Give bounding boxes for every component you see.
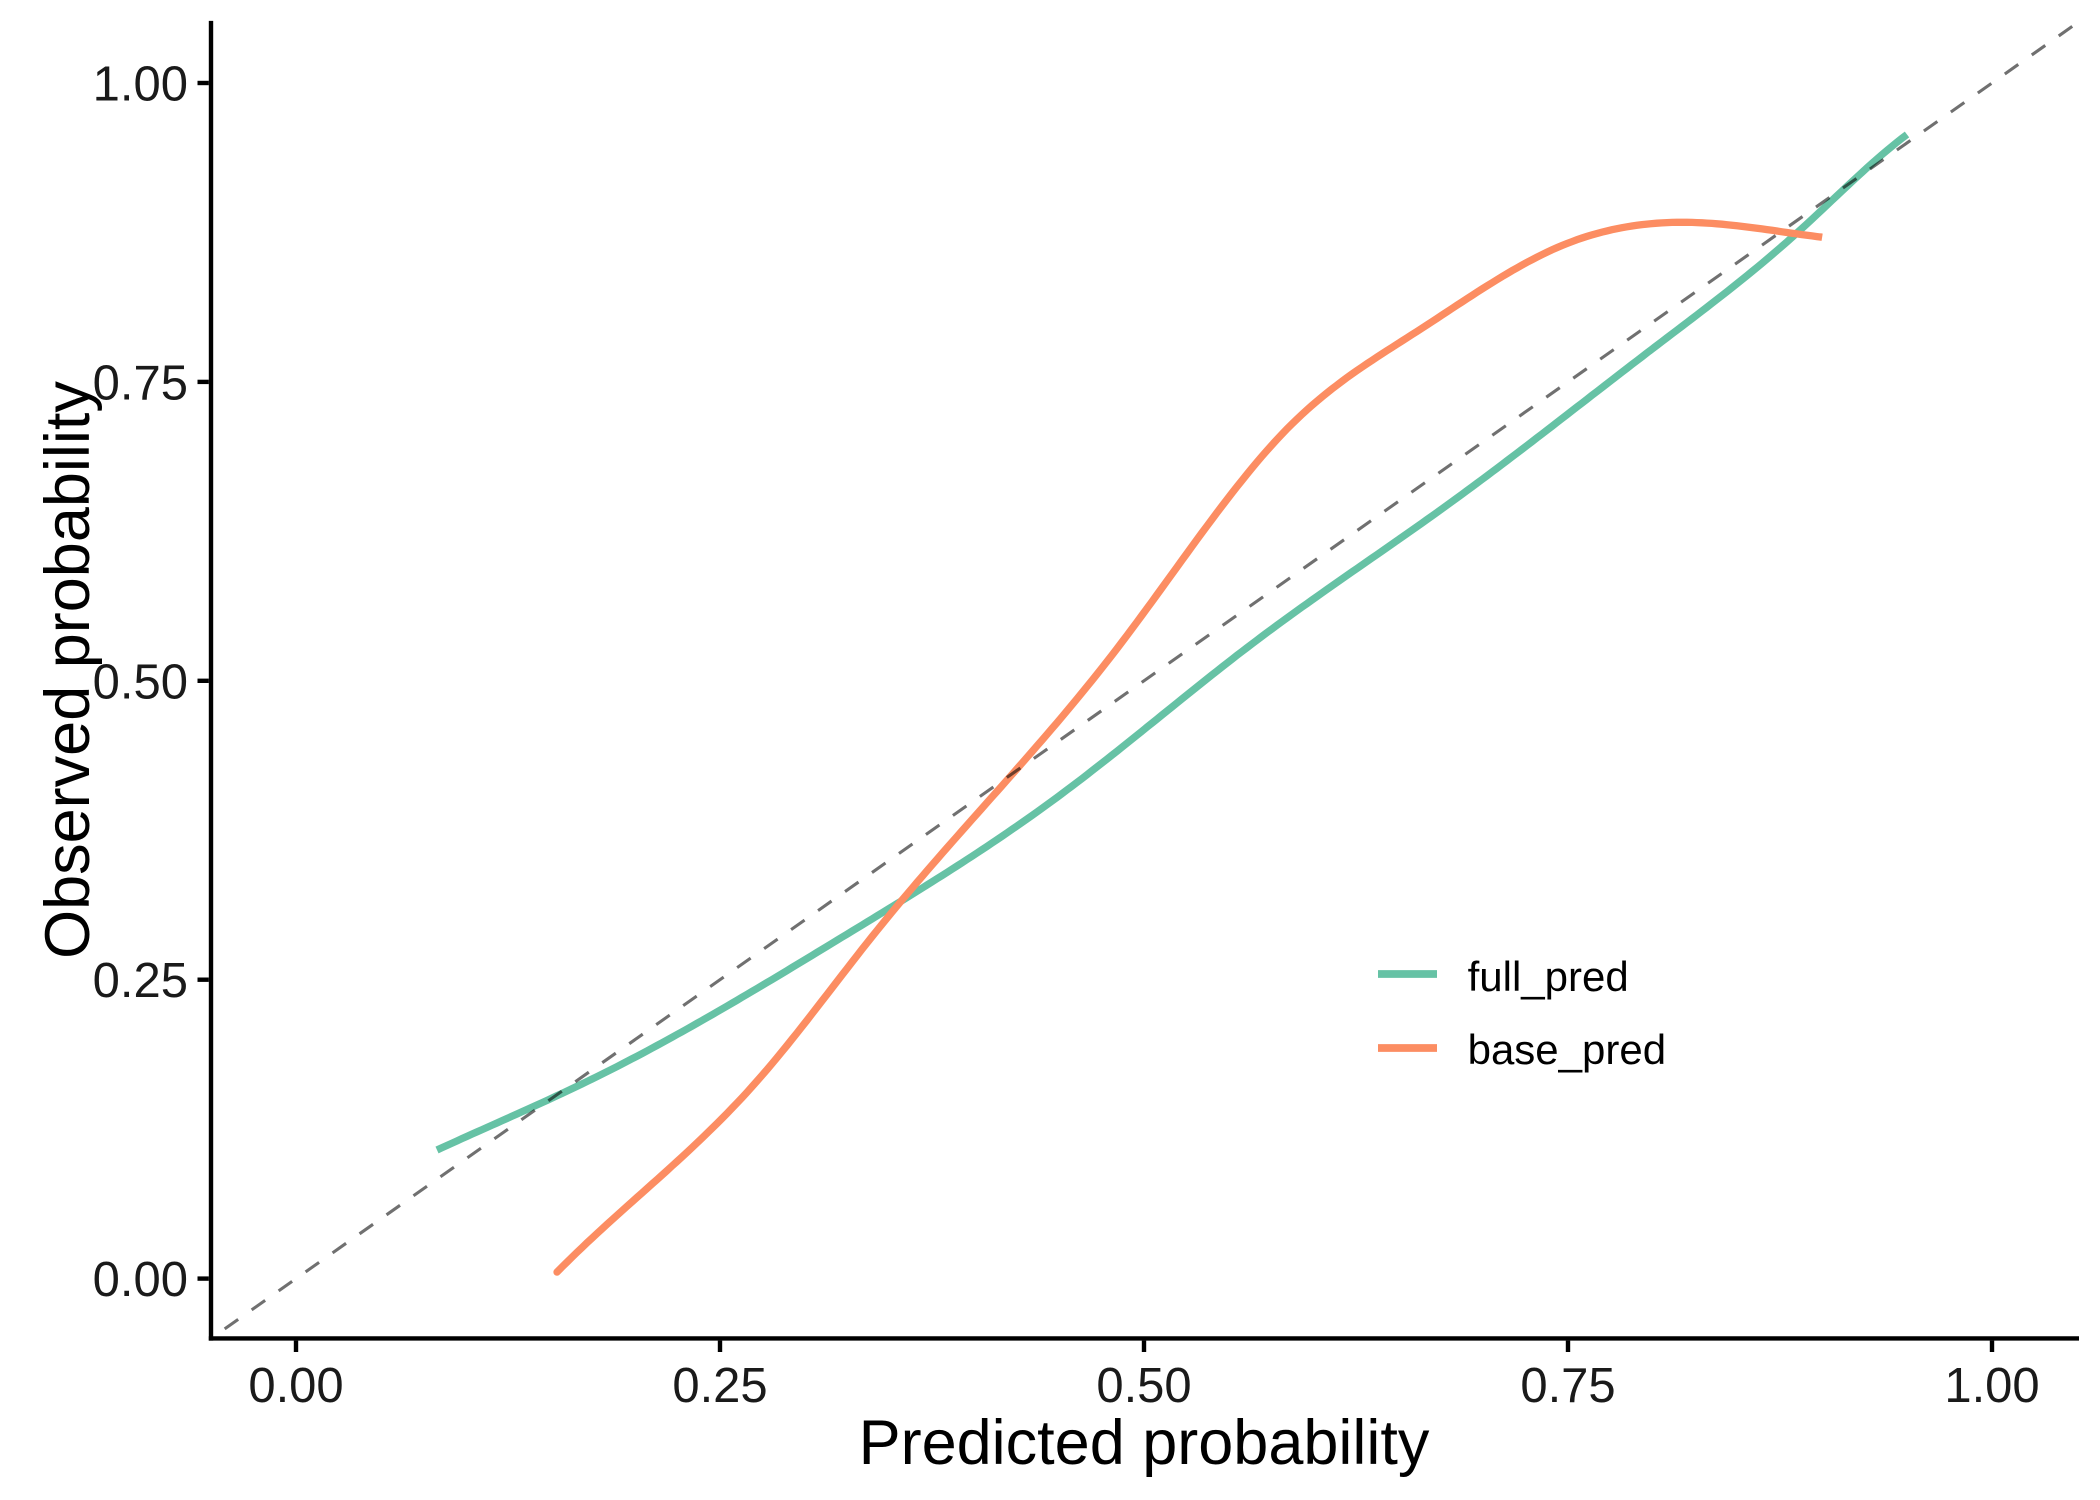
svg-text:Predicted probability: Predicted probability	[859, 1408, 1430, 1478]
svg-text:0.25: 0.25	[672, 1359, 767, 1413]
svg-text:1.00: 1.00	[93, 58, 188, 112]
svg-text:0.50: 0.50	[1096, 1359, 1191, 1413]
svg-text:0.50: 0.50	[93, 655, 188, 709]
svg-text:full_pred: full_pred	[1468, 953, 1629, 1000]
svg-text:1.00: 1.00	[1944, 1359, 2039, 1413]
svg-text:0.75: 0.75	[1520, 1359, 1615, 1413]
svg-text:0.75: 0.75	[93, 356, 188, 410]
svg-text:0.25: 0.25	[93, 954, 188, 1008]
svg-text:0.00: 0.00	[93, 1253, 188, 1307]
svg-text:0.00: 0.00	[248, 1359, 343, 1413]
svg-text:Observed probability: Observed probability	[33, 381, 103, 959]
svg-text:base_pred: base_pred	[1468, 1026, 1667, 1073]
